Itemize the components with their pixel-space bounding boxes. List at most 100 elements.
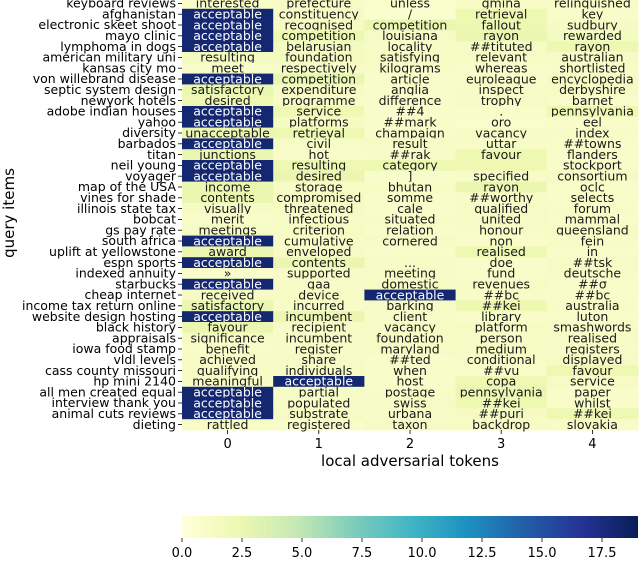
cell-token-label: forum	[574, 201, 611, 216]
cell-token-label: acceptable	[193, 395, 262, 410]
heatmap-cell	[364, 268, 457, 280]
cell-token-label: »	[224, 266, 232, 281]
query-label: iowa food stamp	[72, 341, 176, 356]
heatmap-cell	[364, 19, 457, 31]
query-label: website design hosting	[32, 309, 176, 324]
heatmap-cell	[364, 300, 457, 312]
cell-token-label: index	[575, 125, 609, 140]
cell-token-label: swiss	[393, 395, 426, 410]
cell-token-label: selects	[571, 190, 615, 205]
cell-token-label: key	[581, 7, 603, 22]
query-label: espn sports	[103, 255, 176, 270]
cell-token-label: acceptable	[193, 28, 262, 43]
heatmap-cell	[546, 0, 639, 10]
cell-token-label: domestic	[381, 277, 438, 292]
cell-token-label: threatened	[284, 201, 353, 216]
cell-token-label: significance	[190, 331, 265, 346]
heatmap-cell	[273, 52, 365, 64]
colorbar-tick-label: 2.5	[232, 546, 253, 561]
cell-token-label: australia	[565, 298, 619, 313]
heatmap-cell	[364, 30, 457, 42]
cell-token-label: fund	[487, 266, 515, 281]
cell-token-label: pennsylvania	[460, 385, 543, 400]
cell-token-label: displayed	[562, 352, 622, 367]
cell-token-label: meeting	[384, 266, 436, 281]
heatmap-cell	[455, 84, 548, 96]
heatmap-cell	[455, 214, 548, 226]
cell-token-label: prefecture	[286, 0, 351, 11]
cell-token-label: ##kei	[482, 298, 521, 313]
cell-token-label: client	[393, 309, 427, 324]
heatmap-cell	[182, 8, 274, 21]
cell-token-label: junctions	[198, 147, 256, 162]
heatmap-cell	[455, 203, 548, 215]
heatmap-cell	[182, 343, 274, 355]
heatmap-cell	[455, 278, 548, 291]
query-label: bobcat	[133, 212, 176, 227]
cell-token-label: pennsylvania	[551, 104, 634, 119]
cell-token-label: register	[295, 341, 344, 356]
cell-token-label: whilst	[574, 395, 611, 410]
heatmap-cell	[273, 311, 365, 323]
cell-token-label: ##kei	[573, 406, 612, 421]
heatmap-cell	[364, 354, 457, 366]
query-label: afghanistan	[102, 6, 176, 21]
heatmap-cell	[364, 311, 457, 323]
cell-token-label: ##tituted	[470, 39, 533, 54]
cell-token-label: oro	[491, 115, 511, 130]
heatmap-cell	[182, 181, 274, 193]
heatmap-cell	[273, 397, 365, 409]
cell-token-label: vacancy	[475, 125, 527, 140]
cell-token-label: acceptable	[193, 309, 262, 324]
cell-token-label: specified	[473, 169, 529, 184]
heatmap-cell	[455, 181, 548, 193]
cell-token-label: meaningful	[192, 374, 263, 389]
cell-token-label: maryland	[380, 341, 439, 356]
cell-token-label: income	[205, 179, 251, 194]
cell-token-label: host	[397, 374, 424, 389]
heatmap-cell	[364, 62, 457, 75]
y-axis-label: query items	[0, 168, 18, 258]
heatmap-cell	[364, 52, 457, 64]
heatmap-cell	[182, 170, 274, 183]
cell-token-label: constituency	[279, 7, 360, 22]
query-label: vines for shade	[80, 190, 176, 205]
cell-token-label: populated	[287, 395, 350, 410]
heatmap-cell	[455, 257, 548, 269]
heatmap-cell	[182, 300, 274, 312]
heatmap-cell	[182, 84, 274, 96]
heatmap-cell	[455, 73, 548, 85]
heatmap-cell	[546, 41, 639, 53]
heatmap-cell	[364, 192, 457, 204]
cell-token-label: desired	[296, 169, 342, 184]
colorbar-tick-label: 7.5	[352, 546, 373, 561]
heatmap-cell	[455, 149, 548, 161]
heatmap-cell	[182, 138, 274, 150]
cell-token-label: acceptable	[193, 158, 262, 173]
cell-token-label: storage	[295, 179, 343, 194]
heatmap-cell	[546, 419, 639, 431]
x-axis-label: local adversarial tokens	[321, 452, 499, 470]
cell-token-label: incurred	[293, 298, 345, 313]
cell-token-label: rayon	[483, 179, 519, 194]
heatmap-cell	[182, 149, 274, 161]
cell-token-label: registered	[287, 417, 351, 432]
query-label: illinois state tax	[77, 201, 176, 216]
heatmap-cell	[364, 170, 457, 183]
cell-token-label: service	[296, 104, 341, 119]
cell-token-label: belarusian	[286, 39, 351, 54]
heatmap-cell	[364, 322, 457, 334]
cell-token-label: expenditure	[281, 82, 357, 97]
cell-token-label: australian	[561, 50, 623, 65]
heatmap-cell	[546, 289, 639, 301]
query-label: barbados	[118, 136, 176, 151]
heatmap-cell	[546, 116, 639, 129]
heatmap-cell	[546, 224, 639, 237]
heatmap-cell	[546, 386, 639, 399]
heatmap-cell	[182, 19, 274, 31]
cell-token-label: ...	[404, 255, 416, 270]
cell-token-label: when	[393, 363, 427, 378]
heatmap-cell	[455, 30, 548, 42]
cell-token-label: ##rak	[390, 147, 432, 162]
